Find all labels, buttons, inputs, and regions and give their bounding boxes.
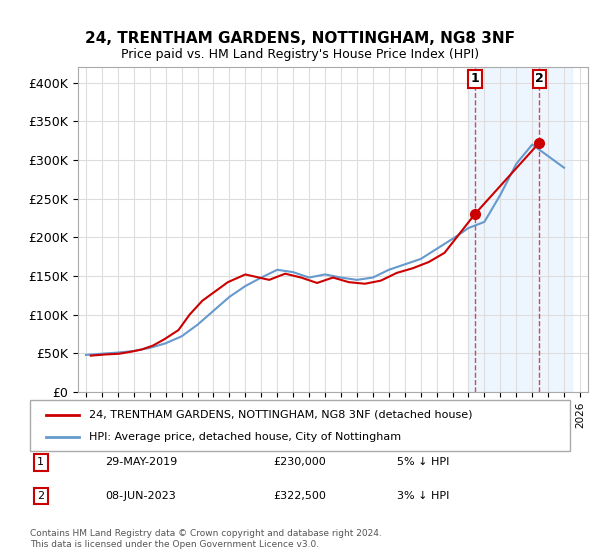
Text: £230,000: £230,000 (273, 458, 326, 468)
Text: 3% ↓ HPI: 3% ↓ HPI (397, 491, 449, 501)
Text: 08-JUN-2023: 08-JUN-2023 (106, 491, 176, 501)
Text: 24, TRENTHAM GARDENS, NOTTINGHAM, NG8 3NF: 24, TRENTHAM GARDENS, NOTTINGHAM, NG8 3N… (85, 31, 515, 46)
Text: 2: 2 (37, 491, 44, 501)
Bar (469, 67, 572, 392)
Text: Contains HM Land Registry data © Crown copyright and database right 2024.
This d: Contains HM Land Registry data © Crown c… (30, 529, 382, 549)
Text: 1: 1 (470, 72, 479, 85)
FancyBboxPatch shape (30, 400, 570, 451)
Text: 1: 1 (37, 458, 44, 468)
Text: 24, TRENTHAM GARDENS, NOTTINGHAM, NG8 3NF (detached house): 24, TRENTHAM GARDENS, NOTTINGHAM, NG8 3N… (89, 409, 473, 419)
Text: HPI: Average price, detached house, City of Nottingham: HPI: Average price, detached house, City… (89, 432, 401, 442)
Text: 29-MAY-2019: 29-MAY-2019 (106, 458, 178, 468)
Text: 5% ↓ HPI: 5% ↓ HPI (397, 458, 449, 468)
Text: 2: 2 (535, 72, 544, 85)
Text: Price paid vs. HM Land Registry's House Price Index (HPI): Price paid vs. HM Land Registry's House … (121, 48, 479, 60)
Text: £322,500: £322,500 (273, 491, 326, 501)
